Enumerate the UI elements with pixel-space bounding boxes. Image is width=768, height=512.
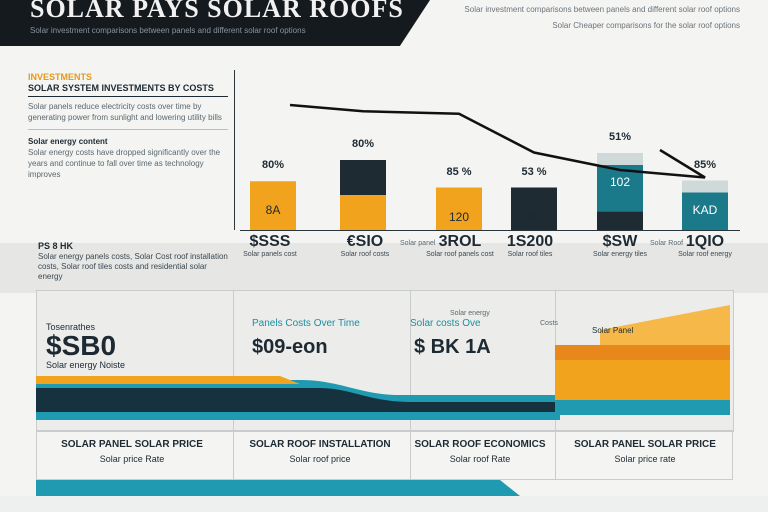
footer-item-4: SOLAR PANEL SOLAR PRICE Solar price rate — [545, 438, 745, 466]
bar-value-label: 85 % — [446, 165, 472, 178]
bar-B-segment-2 — [340, 160, 386, 195]
savings-left-value: $SB0 — [46, 330, 117, 361]
decor-wave-2 — [36, 376, 300, 384]
stats-band — [0, 243, 768, 293]
bar-E-segment-5 — [597, 165, 643, 212]
decor-wave-5 — [555, 400, 730, 415]
bar-inner-label: 85 — [527, 209, 541, 224]
stat-caption: Solar energy tiles — [592, 251, 648, 258]
left-body-2: Solar energy costs have dropped signific… — [28, 148, 221, 179]
roof-label: Solar Panel — [592, 326, 634, 335]
bar-B-segment-1 — [340, 195, 386, 230]
stat-caption: Solar roof energy — [678, 251, 732, 258]
header-right-text: Solar investment comparisons between pan… — [440, 2, 740, 34]
left-body: Solar panels reduce electricity costs ov… — [28, 102, 222, 122]
bar-D-segment-4 — [511, 187, 557, 230]
left-subheading: SOLAR SYSTEM INVESTMENTS BY COSTS — [28, 83, 228, 97]
left-heading-2: Solar energy content — [28, 137, 108, 146]
bar-cap — [682, 180, 728, 193]
stats-left-text: Solar energy panels costs, Solar Cost ro… — [38, 252, 228, 281]
stats-left: PS 8 HK Solar energy panels costs, Solar… — [38, 241, 228, 282]
stat-value: 1QIO — [685, 233, 725, 250]
savings-left: Tosenrathes $SB0 Solar energy Noiste — [46, 322, 206, 370]
savings-mid2-value: $ BK 1A — [414, 336, 491, 358]
footer-box — [555, 430, 733, 480]
stat-caption: Solar roof tiles — [507, 251, 553, 258]
bar-E-segment-4 — [597, 211, 643, 230]
decor-wave-6 — [600, 305, 730, 345]
bar-C-segment-3 — [436, 187, 482, 230]
footer-sub: Solar roof price — [289, 454, 351, 464]
bottom-strip — [0, 496, 768, 512]
left-panel: INVESTMENTS SOLAR SYSTEM INVESTMENTS BY … — [28, 72, 228, 180]
bar-value-label: 80% — [351, 138, 375, 150]
footer-item-1: SOLAR PANEL SOLAR PRICE Solar price Rate — [32, 438, 232, 466]
footer-sub: Solar roof Rate — [449, 454, 511, 464]
bar-inner-label: 120 — [448, 209, 470, 224]
stat-value: 3ROL — [438, 233, 482, 250]
footer-title: SOLAR PANEL SOLAR PRICE — [574, 439, 716, 450]
bar-inner-label: 30 — [356, 182, 370, 196]
waves-group — [36, 305, 730, 496]
stat-item: 1S200 Solar roof tiles — [480, 233, 580, 259]
bar-value-label: 80% — [261, 159, 285, 172]
trend-line — [289, 103, 706, 179]
header-right-line-1: Solar investment comparisons between pan… — [464, 5, 740, 14]
bar-inner-label: KAD — [692, 202, 718, 217]
bar-value-label: 85% — [693, 158, 717, 171]
decor-wave-3 — [555, 360, 730, 400]
bar-A-segment-0 — [250, 181, 296, 230]
panel-divider — [233, 290, 234, 430]
decor-wave-7 — [36, 480, 520, 496]
footer-title: SOLAR ROOF ECONOMICS — [414, 439, 546, 450]
bar-cap — [597, 153, 643, 165]
footer-sub: Solar price rate — [614, 454, 676, 464]
stat-value: $SW — [602, 233, 638, 250]
footer-sub: Solar price Rate — [99, 454, 165, 464]
note-3: Costs — [540, 320, 558, 327]
stat-caption: Solar roof costs — [340, 251, 390, 258]
note-1: Solar panel — [400, 240, 436, 247]
divider — [28, 129, 228, 130]
stats-left-title: PS 8 HK — [38, 241, 74, 251]
savings-mid-label: Panels Costs Over Time — [252, 318, 360, 329]
footer-item-3: SOLAR ROOF ECONOMICS Solar roof Rate — [380, 438, 580, 466]
footer-item-2: SOLAR ROOF INSTALLATION Solar roof price — [220, 438, 420, 466]
decor-wave-1 — [36, 388, 560, 412]
stat-caption: Solar panels cost — [243, 251, 297, 258]
bar-inner-label: 102 — [609, 175, 631, 189]
page-subtitle: Solar investment comparisons between pan… — [30, 26, 306, 35]
header-right-line-2: Solar Cheaper comparisons for the solar … — [552, 21, 740, 30]
note-2: Solar energy — [450, 310, 490, 317]
panel-divider — [410, 290, 411, 430]
bar-value-label: 51% — [608, 131, 632, 143]
page-title: SOLAR PAYS SOLAR ROOFS — [30, 0, 404, 23]
savings-left-caption: Solar energy Noiste — [46, 360, 126, 370]
left-heading: INVESTMENTS — [28, 72, 93, 82]
stat-value: €SIO — [346, 233, 384, 250]
savings-left-title: Tosenrathes — [46, 322, 96, 332]
stat-value: 1S200 — [506, 233, 554, 250]
stat-item: 1QIO Solar roof energy — [655, 233, 755, 259]
footer-title: SOLAR PANEL SOLAR PRICE — [61, 439, 203, 450]
decor-wave-4 — [555, 345, 730, 360]
x-axis — [240, 230, 740, 231]
footer-title: SOLAR ROOF INSTALLATION — [249, 439, 391, 450]
stat-item: 3ROL Solar roof panels cost — [410, 233, 510, 259]
savings-mid-value: $09-eon — [252, 336, 328, 358]
bar-inner-label: 8A — [265, 203, 281, 218]
note-4: Solar Roof — [650, 240, 684, 247]
bars-group — [250, 153, 728, 230]
stat-caption: Solar roof panels cost — [426, 251, 494, 258]
y-axis — [234, 70, 235, 230]
bar-F-segment-5 — [682, 192, 728, 230]
stat-item: $SW Solar energy tiles — [570, 233, 670, 259]
stat-item: €SIO Solar roof costs — [315, 233, 415, 259]
header-banner: SOLAR PAYS SOLAR ROOFS Solar investment … — [0, 0, 430, 46]
stat-item: $SSS Solar panels cost — [220, 233, 320, 259]
bar-value-label: 53 % — [521, 165, 547, 178]
stat-value: $SSS — [249, 233, 291, 250]
savings-mid2-label: Solar costs Ove — [410, 318, 481, 329]
